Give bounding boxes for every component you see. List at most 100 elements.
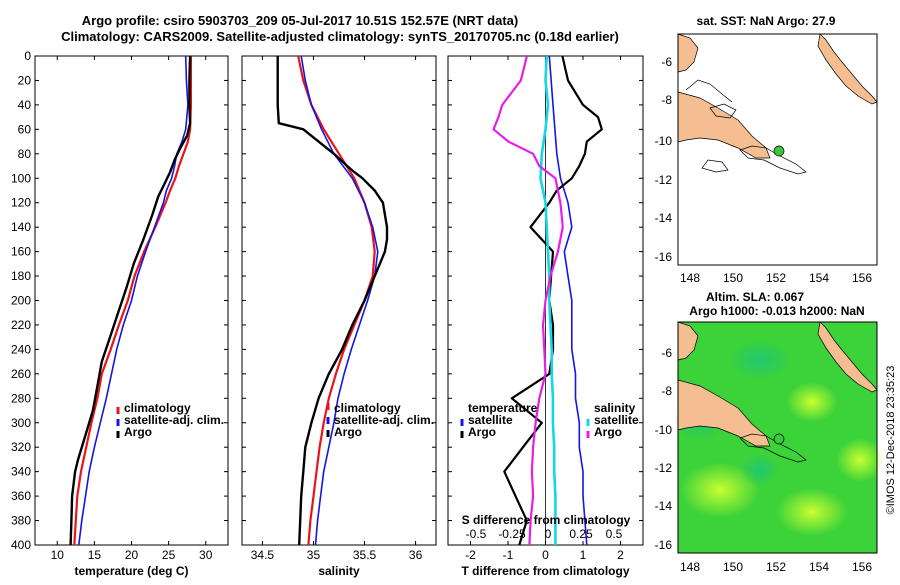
lat-tick: -14 xyxy=(655,211,673,225)
s-tick: 0.5 xyxy=(606,527,623,541)
sla-map-title-2: Argo h1000: -0.013 h2000: NaN xyxy=(689,304,864,318)
x-tick-label: 35 xyxy=(307,548,321,562)
depth-tick-label: 320 xyxy=(11,440,31,454)
depth-tick-label: 260 xyxy=(11,367,31,381)
lon-tick: 150 xyxy=(723,271,743,285)
sla-map-frame xyxy=(677,321,878,554)
sst-map-ticks: -6 -8 -10 -12 -14 -16 148 150 152 154 15… xyxy=(655,55,873,285)
x-tick-label: 34.5 xyxy=(251,548,275,562)
depth-tick-label: 160 xyxy=(11,245,31,259)
plot-frame xyxy=(241,55,437,546)
sla-map: Altim. SLA: 0.067 Argo h1000: -0.013 h20… xyxy=(655,290,884,574)
s-difference-axis: S difference from climatology -0.5 -0.25… xyxy=(462,513,631,541)
salinity-legend: climatology satellite-adj. clim. Argo xyxy=(326,401,434,439)
difference-panel: -2 -1 0 1 2 T difference from climatology xyxy=(447,55,644,578)
lat-tick: -10 xyxy=(655,134,673,148)
depth-tick-label: 400 xyxy=(11,538,31,552)
depth-tick-label: 140 xyxy=(11,220,31,234)
temperature-legend: climatology satellite-adj. clim. Argo xyxy=(116,401,224,439)
s-difference-label: S difference from climatology xyxy=(462,513,631,527)
series-line-satellite-adj-clim- xyxy=(78,55,189,546)
depth-tick-label: 380 xyxy=(11,514,31,528)
depth-tick-label: 360 xyxy=(11,489,31,503)
lat-tick: -14 xyxy=(655,499,673,513)
legend-climatology-label: climatology xyxy=(124,401,191,415)
lon-tick: 154 xyxy=(809,560,829,574)
legend-s-satellite-label: satellite xyxy=(594,413,639,427)
x-tick-label: 1 xyxy=(580,548,587,562)
x-tick-label: 25 xyxy=(162,548,176,562)
lon-tick: 154 xyxy=(809,271,829,285)
legend-s-argo-label: Argo xyxy=(594,425,622,439)
lon-tick: 156 xyxy=(852,271,872,285)
sst-map: sat. SST: NaN Argo: 27.9 -6 -8 -10 -12 -… xyxy=(655,14,878,285)
sla-high-patch xyxy=(786,382,838,422)
lat-tick: -8 xyxy=(661,384,672,398)
series-line-temperature-argo xyxy=(503,55,603,546)
x-tick-label: -1 xyxy=(503,548,514,562)
sla-high-patch xyxy=(680,462,760,518)
x-tick-label: -2 xyxy=(465,548,476,562)
depth-tick-label: 340 xyxy=(11,465,31,479)
sla-map-title-1: Altim. SLA: 0.067 xyxy=(706,290,804,304)
lat-tick: -8 xyxy=(661,93,672,107)
legend-argo-label: Argo xyxy=(124,425,152,439)
depth-tick-label: 220 xyxy=(11,318,31,332)
sla-low-patch xyxy=(740,454,780,486)
series-line-argo xyxy=(69,55,192,546)
depth-tick-label: 100 xyxy=(11,171,31,185)
new-guinea-land xyxy=(677,379,771,447)
lat-tick: -12 xyxy=(655,461,673,475)
lon-tick: 148 xyxy=(680,560,700,574)
x-axis-label: salinity xyxy=(318,564,360,578)
depth-tick-label: 20 xyxy=(18,73,32,87)
salinity-panel: 34.5 35 35.5 36 salinity xyxy=(241,55,437,578)
series-line-argo xyxy=(276,56,389,546)
lon-tick: 152 xyxy=(766,560,786,574)
difference-legend: temperature satellite Argo salinity sate… xyxy=(460,401,639,439)
depth-tick-label: 280 xyxy=(11,391,31,405)
depth-tick-label: 0 xyxy=(24,49,31,63)
x-tick-label: 2 xyxy=(617,548,624,562)
legend-temperature-heading: temperature xyxy=(468,401,538,415)
x-axis-label: temperature (deg C) xyxy=(74,564,188,578)
lon-tick: 150 xyxy=(723,560,743,574)
imos-credit: ©IMOS 12-Dec-2018 23:35:23 xyxy=(885,366,897,515)
depth-tick-label: 200 xyxy=(11,294,31,308)
sst-map-frame xyxy=(677,33,878,266)
depth-tick-label: 40 xyxy=(18,98,32,112)
sla-low-patch xyxy=(730,340,790,380)
depth-tick-label: 240 xyxy=(11,342,31,356)
s-tick: -0.5 xyxy=(466,527,487,541)
series-line-satellite-adj-clim- xyxy=(300,55,379,546)
sla-map-ticks: -6 -8 -10 -12 -14 -16 148 150 152 154 15… xyxy=(655,346,873,574)
lat-tick: -10 xyxy=(655,423,673,437)
sst-map-title: sat. SST: NaN Argo: 27.9 xyxy=(697,14,836,28)
depth-tick-label: 180 xyxy=(11,269,31,283)
lon-tick: 148 xyxy=(680,271,700,285)
title-line-2: Climatology: CARS2009. Satellite-adjuste… xyxy=(61,29,619,44)
louisiade-coast xyxy=(739,433,807,463)
lat-tick: -16 xyxy=(655,538,673,552)
x-tick-label: 35.5 xyxy=(353,548,377,562)
lat-tick: -12 xyxy=(655,173,673,187)
lon-tick: 156 xyxy=(852,560,872,574)
x-tick-label: 20 xyxy=(125,548,139,562)
temperature-panel: 0 20 40 60 80 100 120 140 160 180 200 220 240 260 280 3… xyxy=(11,49,229,578)
series-line-salinity-argo xyxy=(492,55,564,546)
depth-tick-label: 120 xyxy=(11,196,31,210)
lat-tick: -6 xyxy=(661,346,672,360)
series-line-salinity-satellite xyxy=(539,55,557,545)
argo-position-marker xyxy=(773,145,785,157)
legend-satellite-label: satellite-adj. clim. xyxy=(334,413,434,427)
s-tick: 0 xyxy=(545,527,552,541)
depth-tick-label: 300 xyxy=(11,416,31,430)
island-coast xyxy=(701,159,729,173)
depth-tick-label: 80 xyxy=(18,147,32,161)
x-tick-label: 10 xyxy=(51,548,65,562)
lat-tick: -6 xyxy=(661,55,672,69)
legend-t-satellite-label: satellite xyxy=(468,413,513,427)
sla-high-patch xyxy=(836,438,884,482)
series-line-temperature-satellite xyxy=(548,55,588,546)
